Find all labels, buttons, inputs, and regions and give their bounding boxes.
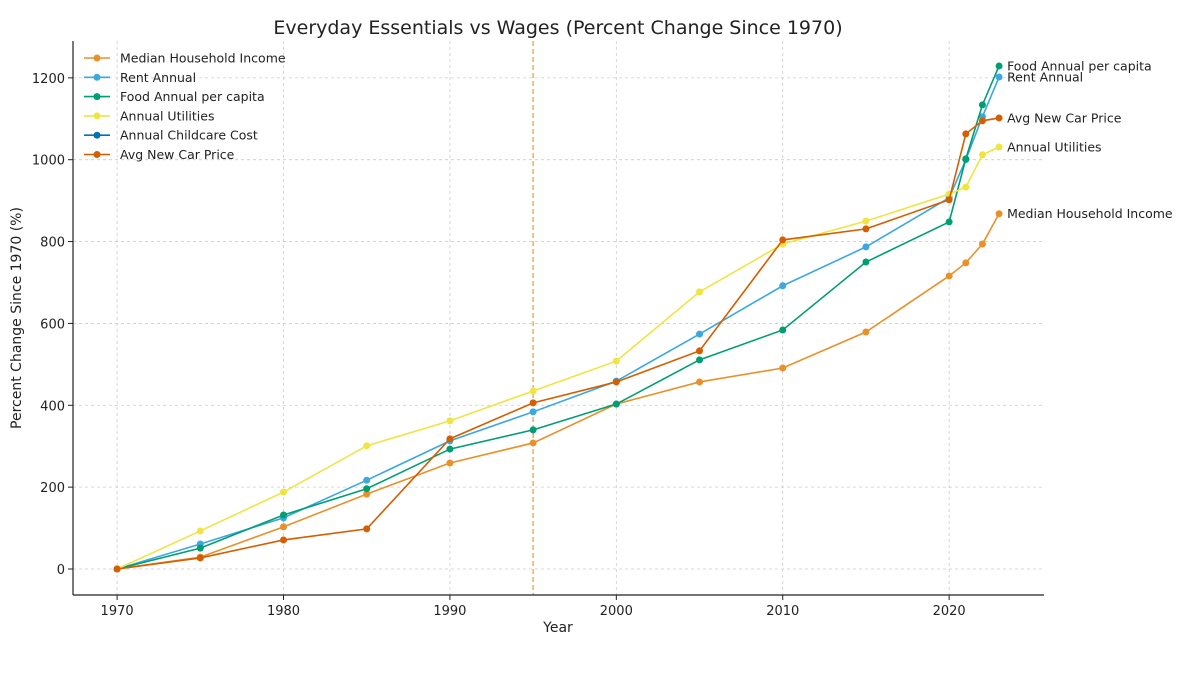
data-point-food-annual-per-capita [696,356,704,364]
y-tick-label: 400 [40,399,65,414]
data-point-food-annual-per-capita [978,101,986,109]
data-point-annual-utilities [612,357,620,365]
legend-label-annual-utilities: Annual Utilities [120,108,214,123]
legend-label-annual-childcare-cost: Annual Childcare Cost [120,128,258,143]
data-point-median-household-income [862,328,870,336]
data-point-rent-annual [995,73,1003,81]
data-point-avg-new-car-price [696,347,704,355]
data-point-food-annual-per-capita [862,258,870,266]
data-point-annual-utilities [862,217,870,225]
data-point-avg-new-car-price [280,536,288,544]
x-tick-label: 2020 [933,604,966,619]
data-point-median-household-income [779,364,787,372]
data-point-median-household-income [280,523,288,531]
data-point-rent-annual [529,408,537,416]
y-tick-label: 800 [40,236,65,251]
legend-label-rent-annual: Rent Annual [120,70,196,85]
data-point-median-household-income [446,459,454,467]
end-label-rent-annual: Rent Annual [1007,70,1083,85]
data-point-avg-new-car-price [196,554,204,562]
data-point-annual-utilities [978,151,986,159]
data-point-food-annual-per-capita [779,326,787,334]
series-line-median-household-income [116,213,1000,570]
data-point-median-household-income [529,439,537,447]
legend-marker-annual-childcare-cost [93,131,101,139]
data-point-annual-utilities [363,442,371,450]
data-point-median-household-income [363,490,371,498]
data-point-annual-utilities [196,527,204,535]
data-point-rent-annual [862,243,870,251]
x-tick-label: 1990 [433,604,466,619]
data-point-median-household-income [962,259,970,267]
data-point-food-annual-per-capita [280,511,288,519]
data-point-annual-utilities [962,183,970,191]
x-tick-label: 1970 [101,604,134,619]
data-point-avg-new-car-price [862,225,870,233]
legend-label-food-annual-per-capita: Food Annual per capita [120,89,265,104]
legend-marker-food-annual-per-capita [93,93,101,101]
end-label-median-household-income: Median Household Income [1007,206,1173,221]
data-point-median-household-income [945,272,953,280]
chart-title: Everyday Essentials vs Wages (Percent Ch… [273,17,842,39]
series-line-rent-annual [116,76,1000,570]
series-line-food-annual-per-capita [116,65,1000,570]
legend-marker-rent-annual [93,73,101,81]
data-point-rent-annual [363,476,371,484]
data-point-annual-utilities [446,417,454,425]
data-point-avg-new-car-price [962,130,970,138]
legend-marker-avg-new-car-price [93,151,101,158]
legend-label-avg-new-car-price: Avg New Car Price [120,147,235,162]
x-tick-label: 1980 [267,604,300,619]
y-axis-label: Percent Change Since 1970 (%) [9,207,25,429]
end-label-annual-utilities: Annual Utilities [1007,140,1101,155]
data-point-median-household-income [696,378,704,386]
legend-marker-median-household-income [93,54,101,62]
data-point-median-household-income [995,210,1003,218]
data-point-median-household-income [978,240,986,248]
end-label-food-annual-per-capita: Food Annual per capita [1007,58,1152,73]
data-point-food-annual-per-capita [363,485,371,493]
data-point-food-annual-per-capita [945,218,953,226]
data-point-annual-utilities [280,488,288,496]
data-point-rent-annual [696,330,704,338]
data-point-food-annual-per-capita [612,400,620,408]
data-point-rent-annual [779,282,787,290]
data-point-avg-new-car-price [978,117,986,125]
data-point-avg-new-car-price [995,114,1003,122]
x-tick-label: 2010 [766,604,799,619]
y-tick-label: 0 [57,563,65,578]
data-point-avg-new-car-price [113,565,121,573]
data-point-avg-new-car-price [363,525,371,533]
data-point-food-annual-per-capita [995,62,1003,70]
end-label-avg-new-car-price: Avg New Car Price [1007,110,1122,125]
data-point-annual-utilities [529,387,537,395]
x-tick-label: 2000 [600,604,633,619]
y-tick-label: 200 [40,481,65,496]
x-axis-label: Year [542,620,573,636]
data-point-avg-new-car-price [779,236,787,244]
series-line-annual-utilities [116,146,1000,570]
data-point-food-annual-per-capita [529,426,537,434]
legend-label-median-household-income: Median Household Income [120,51,286,66]
legend-marker-annual-utilities [93,112,101,120]
data-point-annual-utilities [696,288,704,296]
data-point-food-annual-per-capita [446,445,454,453]
y-tick-label: 1000 [32,154,65,169]
data-point-avg-new-car-price [612,378,620,386]
data-point-avg-new-car-price [446,435,454,443]
data-point-avg-new-car-price [945,196,953,204]
y-tick-label: 600 [40,317,65,332]
data-point-avg-new-car-price [529,399,537,407]
data-point-food-annual-per-capita [962,155,970,163]
data-point-annual-utilities [995,143,1003,151]
series-line-avg-new-car-price [116,117,1000,570]
data-point-food-annual-per-capita [196,544,204,552]
y-tick-label: 1200 [32,72,65,87]
